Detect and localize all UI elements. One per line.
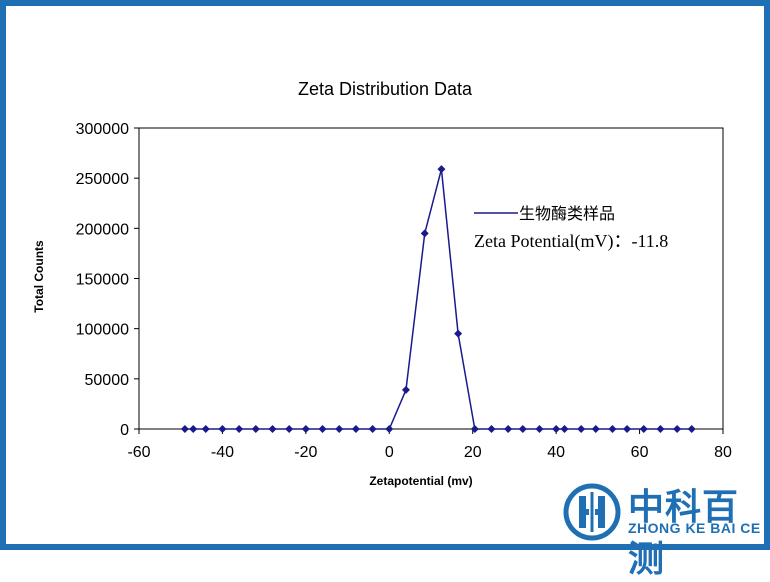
y-tick-label: 300000: [76, 121, 129, 138]
data-point: [251, 425, 260, 433]
data-point: [577, 425, 586, 433]
x-axis-label: Zetapotential (mv): [369, 474, 472, 488]
x-tick-label: -20: [294, 444, 317, 461]
data-point: [639, 425, 648, 433]
x-tick-label: 80: [714, 444, 732, 461]
zeta-potential-annotation: Zeta Potential(mV)：-11.8: [474, 231, 668, 252]
plot-area: [138, 127, 724, 430]
x-tick-label: 60: [631, 444, 649, 461]
x-tick-label: -60: [127, 444, 150, 461]
y-tick-label: 250000: [76, 171, 129, 188]
data-point: [351, 425, 360, 433]
data-point: [560, 425, 569, 433]
data-point: [552, 425, 561, 433]
data-point: [591, 425, 600, 433]
watermark-subtitle: ZHONG KE BAI CE: [628, 520, 761, 536]
zeta-distribution-chart: 0 50000 100000 150000 200000 250000 300000 -60 -…: [32, 121, 732, 488]
data-point: [623, 425, 632, 433]
data-point: [487, 425, 496, 433]
y-tick-label: 0: [120, 422, 129, 439]
data-point: [673, 425, 682, 433]
data-point: [189, 425, 198, 433]
data-point: [201, 425, 210, 433]
data-point: [385, 425, 394, 433]
data-point: [656, 425, 665, 433]
watermark-logo: 中科百测 ZHONG KE BAI CE: [560, 480, 765, 580]
data-point: [285, 425, 294, 433]
data-point: [268, 425, 277, 433]
series-line: [184, 168, 692, 430]
data-point: [454, 329, 463, 338]
y-tick-label: 150000: [76, 272, 129, 289]
data-point: [608, 425, 617, 433]
data-point: [235, 425, 244, 433]
y-tick-label: 100000: [76, 322, 129, 339]
data-point: [687, 425, 696, 433]
x-tick-label: 0: [385, 444, 394, 461]
data-point: [470, 425, 479, 433]
data-point: [218, 425, 227, 433]
y-tick-label: 50000: [85, 372, 130, 389]
x-tick-label: 20: [464, 444, 482, 461]
chart-frame: [0, 0, 770, 550]
data-point: [301, 425, 310, 433]
x-tick-label: -40: [211, 444, 234, 461]
data-point: [504, 425, 513, 433]
data-point: [420, 229, 429, 238]
data-point: [518, 425, 527, 433]
y-tick-label: 200000: [76, 221, 129, 238]
x-tick-label: 40: [547, 444, 565, 461]
y-axis-label: Total Counts: [32, 240, 46, 313]
logo-icon: [563, 483, 621, 541]
data-point: [437, 165, 446, 174]
data-point: [180, 425, 189, 433]
data-point: [368, 425, 377, 433]
data-point: [401, 385, 410, 394]
data-point: [335, 425, 344, 433]
data-point: [535, 425, 544, 433]
chart-title: Zeta Distribution Data: [297, 79, 473, 99]
legend-label: 生物酶类样品: [519, 204, 615, 223]
data-point: [318, 425, 327, 433]
